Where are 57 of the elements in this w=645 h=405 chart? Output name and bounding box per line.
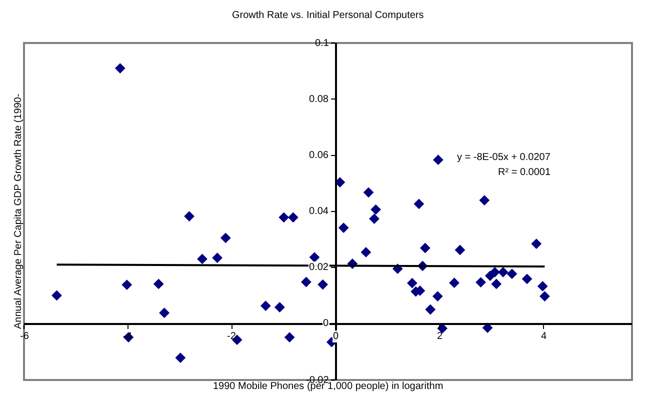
point (432, 291, 443, 302)
y-axis-title: Annual Average Per Capita GDP Growth Rate (1990- (13, 94, 24, 329)
y-tick-label: 0 (323, 318, 329, 329)
point (531, 238, 542, 249)
point (425, 304, 436, 315)
point (449, 278, 460, 288)
y-tick-label: 0.1 (315, 38, 330, 49)
point (414, 198, 424, 210)
point (432, 154, 444, 166)
point (491, 278, 502, 290)
point (537, 281, 548, 292)
y-tick-label: 0.08 (309, 94, 329, 105)
point (420, 242, 430, 254)
point (540, 291, 550, 302)
point (506, 268, 518, 280)
point (184, 211, 194, 222)
x-tick-label: -4 (123, 331, 132, 342)
point (490, 266, 500, 278)
point (288, 212, 298, 223)
point (476, 277, 486, 288)
point (406, 278, 418, 288)
point (522, 274, 532, 284)
point (318, 279, 328, 290)
point (260, 300, 271, 312)
point (159, 308, 170, 318)
point (197, 254, 208, 264)
point (300, 276, 312, 288)
y-tick-label: 0.06 (309, 150, 329, 161)
annotation: y = -8E-05x + 0.0207 (457, 152, 551, 163)
point (498, 266, 508, 278)
point (52, 290, 62, 301)
point (175, 352, 186, 364)
x-tick-label: -6 (20, 331, 30, 342)
point (114, 63, 126, 74)
point (122, 280, 132, 290)
point (479, 195, 490, 206)
x-tick-label: -2 (227, 331, 236, 342)
point (360, 247, 372, 258)
x-tick-label: 0 (333, 331, 339, 342)
point (370, 204, 382, 215)
x-tick-label: 4 (541, 331, 547, 342)
point (338, 222, 349, 233)
point (220, 232, 231, 244)
y-tick-label: 0.04 (309, 206, 329, 217)
point (278, 212, 290, 223)
point (284, 332, 295, 343)
point (309, 252, 320, 262)
point (369, 214, 380, 224)
x-tick-label: 2 (437, 331, 443, 342)
annotation: R² = 0.0001 (498, 167, 551, 178)
chart-title: Growth Rate vs. Initial Personal Computers (232, 10, 424, 21)
point (212, 252, 223, 264)
y-tick-label: 0.02 (309, 262, 329, 273)
point (454, 244, 466, 256)
point (274, 302, 285, 312)
point (153, 278, 164, 290)
point (363, 187, 374, 198)
